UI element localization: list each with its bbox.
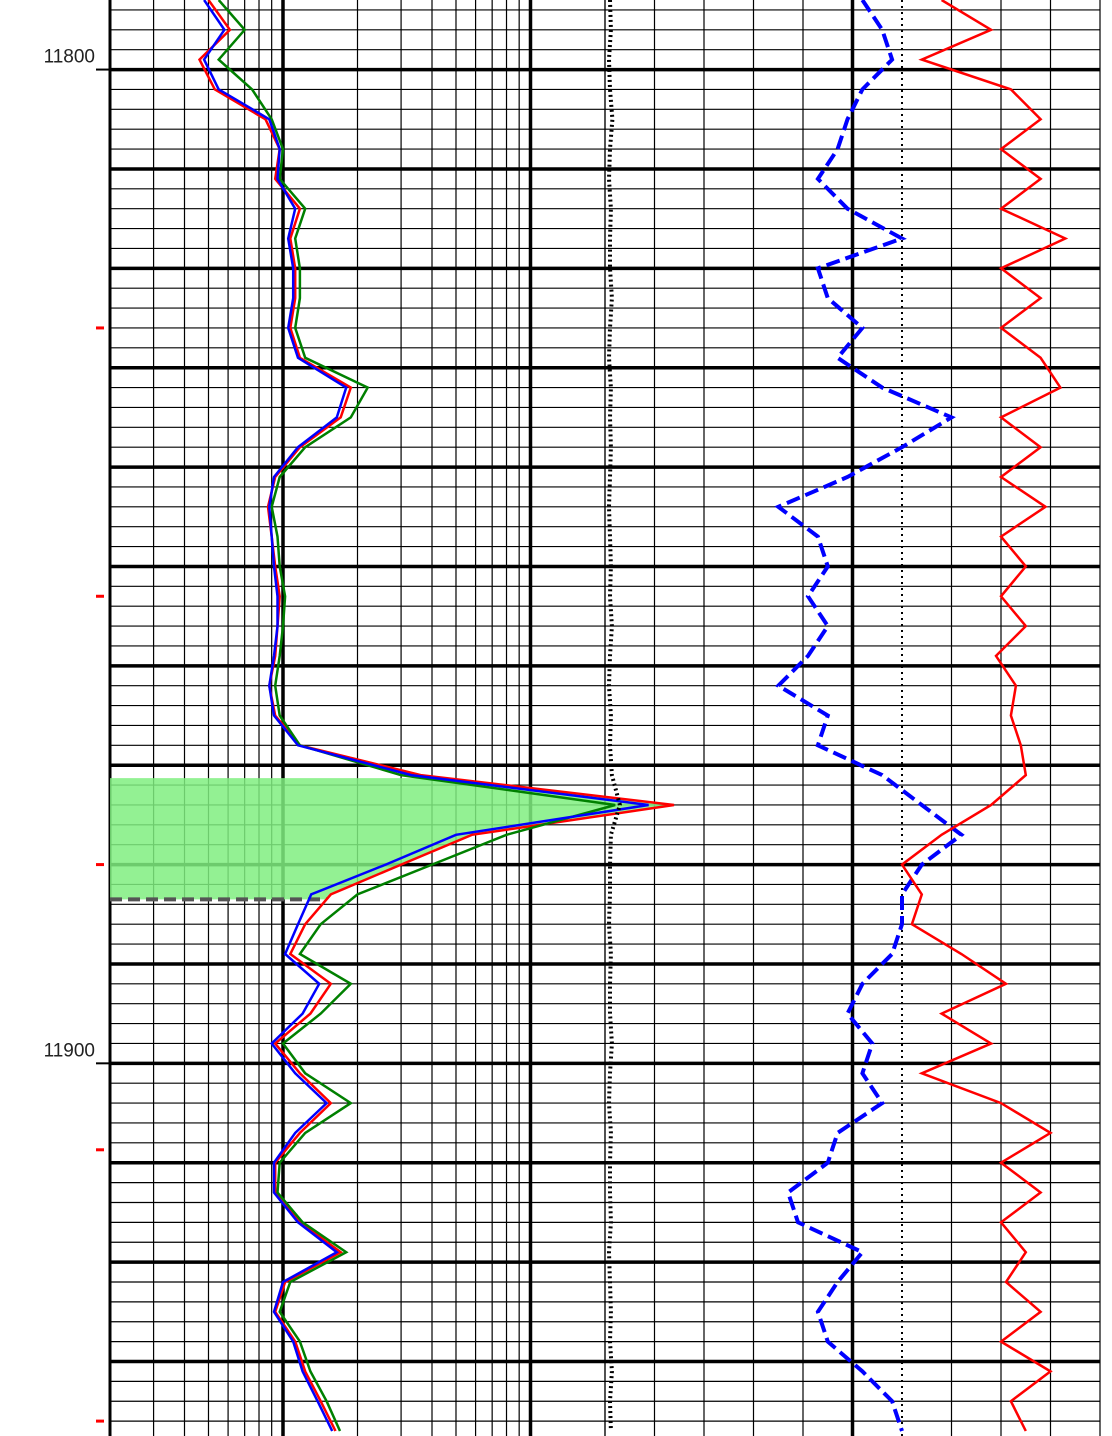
grid	[109, 0, 1101, 1436]
curve	[606, 0, 622, 1432]
curve	[900, 0, 1069, 1432]
curve	[774, 0, 965, 1432]
curve	[216, 0, 616, 1432]
y-tick-label: 11900	[44, 1040, 95, 1061]
curve	[202, 0, 649, 1432]
curve	[197, 0, 675, 1432]
shading	[110, 778, 674, 900]
y-tick-label: 11800	[44, 47, 95, 68]
